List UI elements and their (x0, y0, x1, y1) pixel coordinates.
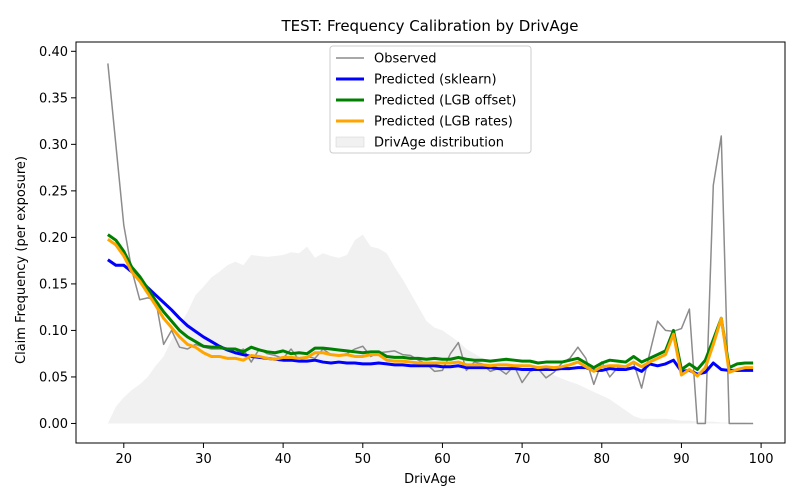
legend-label: Predicted (LGB rates) (374, 115, 513, 130)
y-tick-label: 0.05 (39, 370, 68, 385)
legend-swatch-patch (335, 136, 365, 148)
legend-label: Predicted (LGB offset) (374, 94, 516, 109)
y-axis-title: Claim Frequency (per exposure) (14, 156, 29, 364)
y-tick-label: 0.10 (39, 324, 68, 339)
series-line-2 (107, 233, 754, 371)
plot-area (107, 63, 754, 425)
x-tick-label: 30 (195, 452, 212, 467)
series-line-0 (107, 63, 754, 425)
y-tick-label: 0.25 (39, 184, 68, 199)
x-tick-label: 20 (116, 452, 133, 467)
legend-label: Predicted (sklearn) (374, 73, 497, 88)
chart-title: TEST: Frequency Calibration by DrivAge (280, 17, 578, 35)
x-tick-label: 50 (355, 452, 372, 467)
plot-inner (107, 63, 754, 425)
series-line-1 (107, 258, 754, 376)
y-tick-label: 0.15 (39, 277, 68, 292)
series-line-3 (107, 238, 754, 378)
legend-label: DrivAge distribution (374, 136, 504, 151)
legend-label: Observed (374, 52, 437, 67)
legend-box (329, 45, 532, 154)
y-tick-label: 0.40 (39, 45, 68, 60)
y-tick-label: 0.20 (39, 231, 68, 246)
legend: Observed Predicted (sklearn) Predicted (LG… (329, 45, 532, 154)
x-tick-label: 70 (514, 452, 531, 467)
x-tick-label: 40 (275, 452, 292, 467)
distribution-area (107, 234, 754, 424)
x-tick-label: 90 (673, 452, 690, 467)
axes: 20 30 40 50 60 70 80 90 100 0.00 0.05 0.10 0.15 0.20 0… (39, 41, 786, 467)
y-tick-label: 0.00 (39, 417, 68, 432)
y-tick-label: 0.35 (39, 91, 68, 106)
x-tick-label: 60 (434, 452, 451, 467)
x-axis-title: DrivAge (404, 472, 456, 487)
x-tick-label: 80 (594, 452, 611, 467)
y-tick-label: 0.30 (39, 138, 68, 153)
x-tick-label: 100 (749, 452, 774, 467)
axes-frame (75, 41, 786, 444)
